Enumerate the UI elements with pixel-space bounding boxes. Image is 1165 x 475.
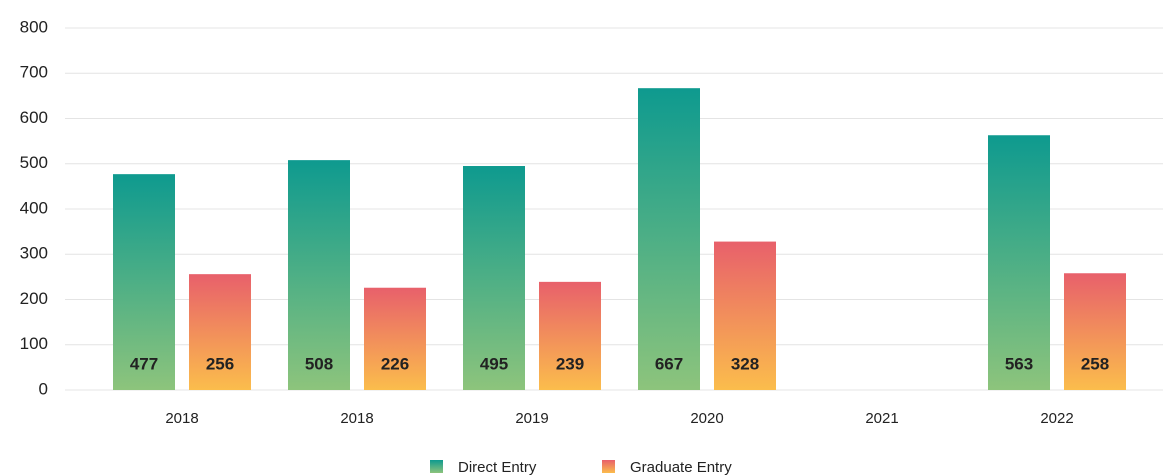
bar [189, 274, 251, 390]
legend-swatch [430, 460, 443, 473]
data-label: 508 [305, 354, 333, 373]
data-label: 563 [1005, 354, 1033, 373]
x-tick-label: 2021 [865, 410, 898, 427]
y-tick-label: 800 [20, 17, 48, 36]
x-tick-label: 2020 [690, 410, 723, 427]
y-tick-label: 100 [20, 334, 48, 353]
legend-swatch [602, 460, 615, 473]
y-tick-label: 400 [20, 198, 48, 217]
data-label: 239 [556, 354, 584, 373]
bar [288, 160, 350, 390]
data-label: 495 [480, 354, 508, 373]
bar [1064, 273, 1126, 390]
bar [714, 241, 776, 390]
legend-label: Direct Entry [458, 459, 537, 475]
data-label: 226 [381, 354, 409, 373]
x-tick-label: 2018 [165, 410, 198, 427]
bar [463, 166, 525, 390]
data-label: 258 [1081, 354, 1109, 373]
bar [988, 135, 1050, 390]
bar [539, 281, 601, 390]
x-tick-label: 2022 [1040, 410, 1073, 427]
legend-label: Graduate Entry [630, 459, 732, 475]
y-tick-label: 300 [20, 244, 48, 263]
y-tick-label: 200 [20, 289, 48, 308]
y-tick-label: 600 [20, 108, 48, 127]
bar [364, 287, 426, 390]
y-tick-label: 500 [20, 153, 48, 172]
bar [113, 174, 175, 390]
x-tick-label: 2018 [340, 410, 373, 427]
x-tick-label: 2019 [515, 410, 548, 427]
data-label: 256 [206, 354, 234, 373]
bar [638, 88, 700, 391]
y-tick-label: 700 [20, 63, 48, 82]
data-label: 328 [731, 354, 759, 373]
data-label: 477 [130, 354, 158, 373]
data-label: 667 [655, 354, 683, 373]
y-tick-label: 0 [39, 379, 48, 398]
